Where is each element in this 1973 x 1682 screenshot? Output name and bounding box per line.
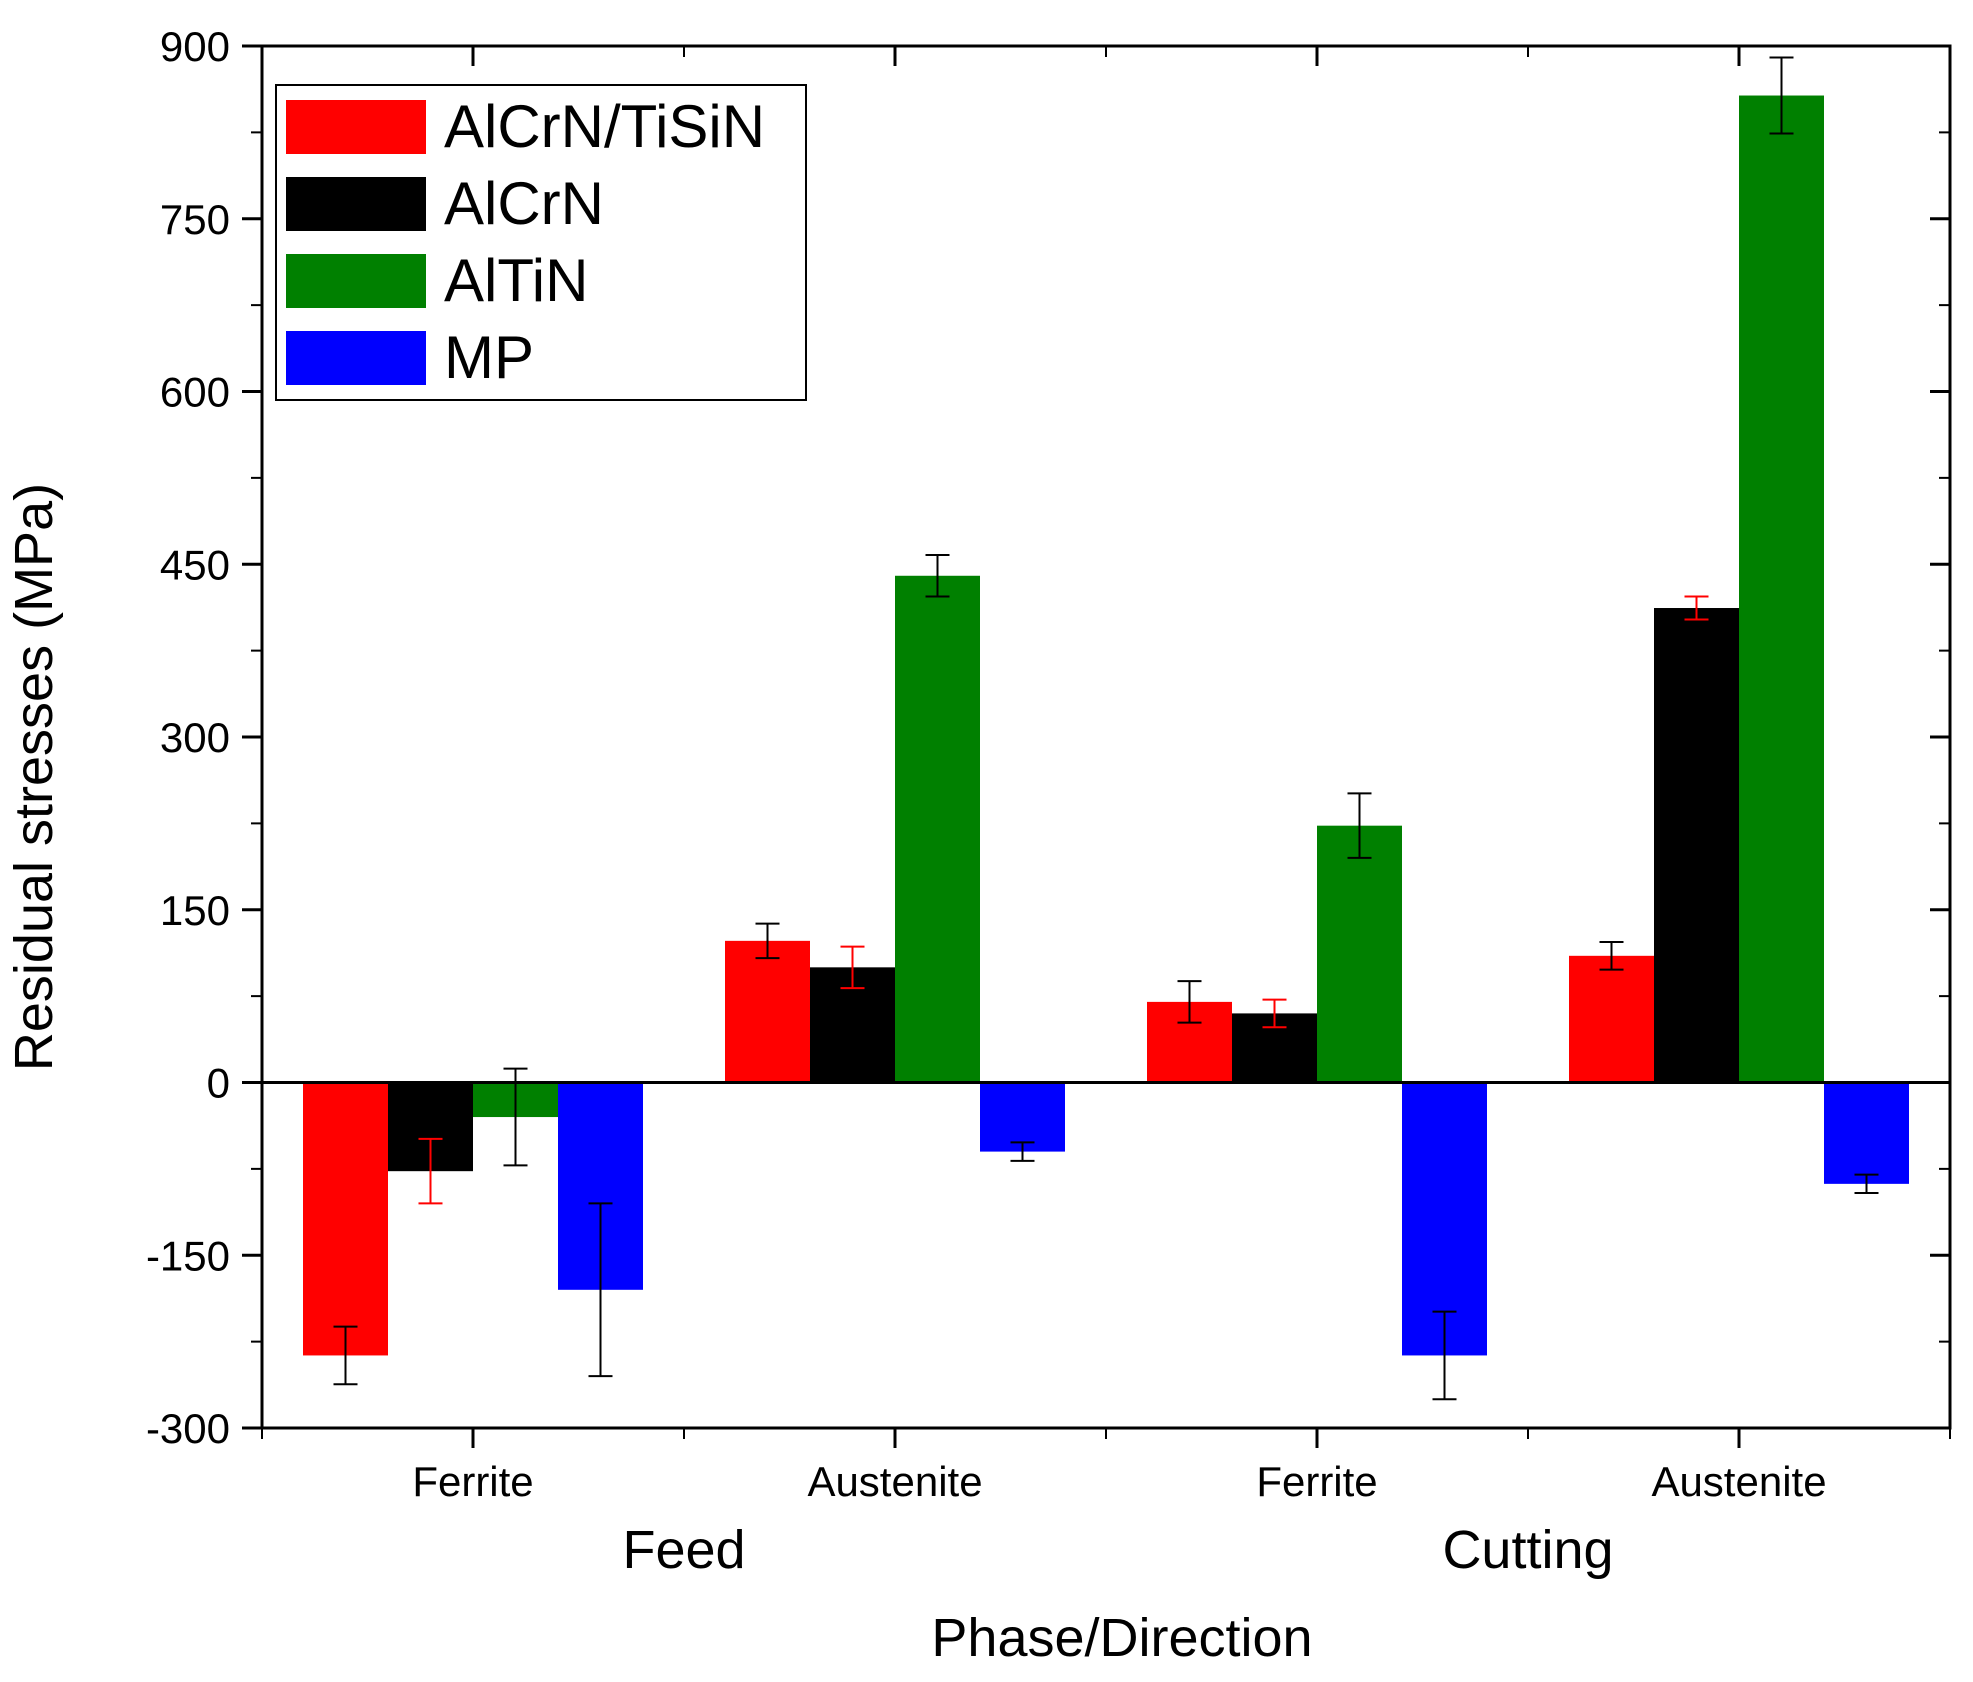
- x-tick-label: Ferrite: [1256, 1458, 1377, 1505]
- legend: AlCrN/TiSiN AlCrN AlTiN MP: [275, 84, 807, 401]
- bar: [980, 1082, 1065, 1152]
- legend-swatch: [286, 177, 426, 231]
- x-tick-label: Austenite: [807, 1458, 982, 1505]
- y-axis: -300 -150 0 150 300 450 600 750 900: [146, 23, 1950, 1452]
- y-tick-label: 750: [160, 196, 230, 243]
- bar: [1569, 955, 1654, 1083]
- y-axis-title: Residual stresses (MPa): [4, 483, 64, 1071]
- plot-bars: [303, 56, 1909, 1401]
- legend-label: AlCrN/TiSiN: [444, 93, 765, 160]
- y-tick-label: 0: [207, 1060, 230, 1107]
- x-axis: Ferrite Austenite Ferrite Austenite Feed Cutt…: [261, 46, 1951, 1580]
- x-group-label: Cutting: [1442, 1520, 1613, 1580]
- legend-swatch: [286, 254, 426, 308]
- bar: [1654, 608, 1739, 1083]
- bar: [725, 940, 810, 1083]
- legend-label: AlCrN: [444, 170, 604, 237]
- legend-label: AlTiN: [444, 247, 588, 314]
- y-tick-label: 150: [160, 887, 230, 934]
- bar: [1739, 95, 1824, 1083]
- y-tick-label: -150: [146, 1232, 230, 1279]
- x-tick-label: Ferrite: [412, 1458, 533, 1505]
- x-axis-title: Phase/Direction: [931, 1608, 1312, 1668]
- bar: [895, 575, 980, 1083]
- y-tick-label: 300: [160, 714, 230, 761]
- bar: [1402, 1082, 1487, 1356]
- y-tick-label: -300: [146, 1405, 230, 1452]
- bar: [1824, 1082, 1909, 1184]
- x-group-label: Feed: [622, 1520, 745, 1580]
- bar: [303, 1082, 388, 1356]
- y-tick-label: 900: [160, 23, 230, 70]
- legend-label: MP: [444, 324, 534, 391]
- legend-swatch: [286, 331, 426, 385]
- y-tick-label: 600: [160, 369, 230, 416]
- legend-swatch: [286, 100, 426, 154]
- bar: [1317, 825, 1402, 1083]
- x-tick-label: Austenite: [1651, 1458, 1826, 1505]
- y-tick-label: 450: [160, 541, 230, 588]
